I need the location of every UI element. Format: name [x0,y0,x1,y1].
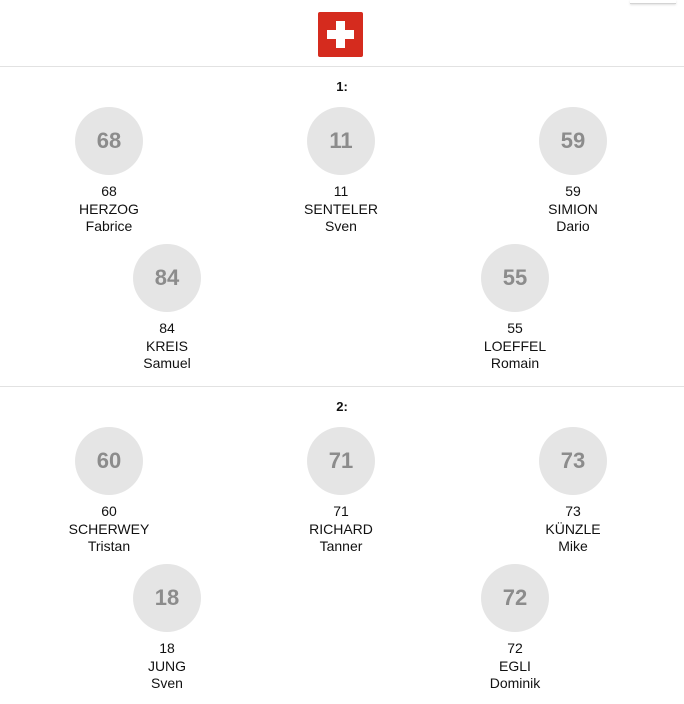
player-last-name: JUNG [147,657,187,674]
jersey-number-badge[interactable]: 73 [539,427,607,495]
jersey-number-badge[interactable]: 55 [481,244,549,312]
player-number: 59 [565,183,581,199]
jersey-number-badge[interactable]: 68 [75,107,143,175]
jersey-number-badge[interactable]: 72 [481,564,549,632]
player-first-name: Sven [151,675,183,691]
flag-cross-horizontal [327,30,354,39]
player-last-name: SENTELER [304,200,378,217]
jersey-number-badge[interactable]: 84 [133,244,201,312]
jersey-number-badge[interactable]: 71 [307,427,375,495]
player-first-name: Tristan [87,538,131,554]
line-divider [0,386,684,387]
player-number: 73 [565,503,581,519]
player-last-name: SIMION [548,200,598,217]
player-last-name: KREIS [145,337,188,354]
player-first-name: Mike [558,538,588,554]
player-last-name: SCHERWEY [68,520,150,537]
player-first-name: Samuel [143,355,191,371]
player-first-name: Dominik [489,675,541,691]
player-first-name: Tanner [319,538,363,554]
player-last-name: LOEFFEL [483,337,547,354]
player-number: 55 [507,320,523,336]
player-first-name: Dario [556,218,590,234]
player-number: 72 [507,640,523,656]
player-number: 84 [159,320,175,336]
jersey-number-badge[interactable]: 59 [539,107,607,175]
player-first-name: Sven [325,218,357,234]
player-last-name: RICHARD [309,520,373,537]
player-last-name: EGLI [499,657,531,674]
line-divider [0,66,684,67]
corner-tab [630,0,676,4]
swiss-flag-icon [318,12,363,57]
jersey-number-badge[interactable]: 60 [75,427,143,495]
line-label: 2: [336,399,348,414]
player-number: 18 [159,640,175,656]
player-last-name: HERZOG [79,200,139,217]
player-number: 11 [333,183,349,199]
player-number: 60 [101,503,117,519]
player-number: 71 [333,503,349,519]
line-label: 1: [336,79,348,94]
player-first-name: Romain [490,355,540,371]
player-number: 68 [101,183,117,199]
jersey-number-badge[interactable]: 11 [307,107,375,175]
player-last-name: KÜNZLE [545,520,601,537]
jersey-number-badge[interactable]: 18 [133,564,201,632]
player-first-name: Fabrice [85,218,133,234]
